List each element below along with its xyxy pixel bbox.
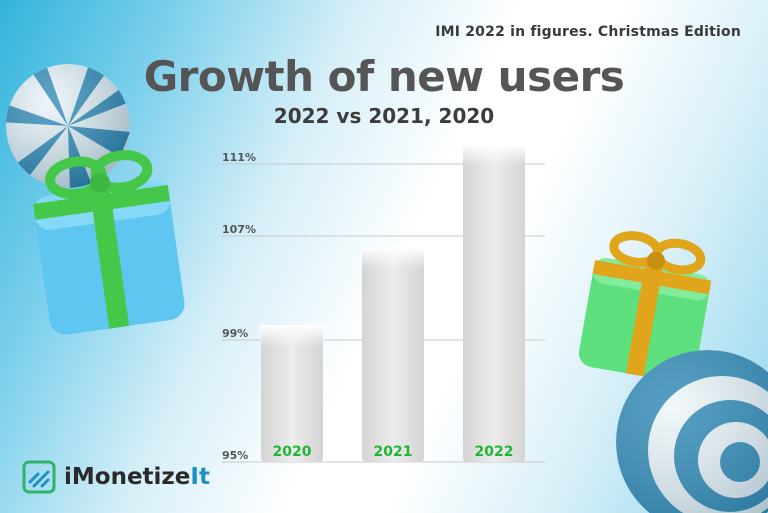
- bar-top-fade: [260, 325, 324, 347]
- bar-2020: 2020: [260, 325, 324, 462]
- y-tick-label: 95%: [222, 449, 248, 462]
- brand-logo: iMonetizeIt: [22, 460, 210, 494]
- bar-category-label: 2020: [273, 444, 312, 460]
- bar: [261, 327, 323, 462]
- brand-name: iMonetizeIt: [64, 464, 210, 490]
- bar: [362, 249, 424, 462]
- ornament-ball-icon: [616, 350, 768, 513]
- brand-name-main: iMonetize: [64, 464, 191, 490]
- bar-2022: 2022: [462, 144, 526, 462]
- bar-category-label: 2021: [374, 444, 413, 460]
- y-tick-label: 107%: [222, 223, 256, 236]
- ornament-ball-icon: [6, 64, 130, 188]
- y-tick-label: 111%: [222, 151, 256, 164]
- chart-title: Growth of new users: [143, 52, 625, 101]
- logo-icon: [22, 460, 56, 494]
- bar-top-fade: [462, 144, 526, 166]
- bar: [463, 146, 525, 462]
- bar-2021: 2021: [361, 247, 425, 462]
- chart-subtitle: 2022 vs 2021, 2020: [273, 104, 495, 128]
- bar-top-fade: [361, 247, 425, 269]
- gift-box-icon: [33, 150, 185, 335]
- supertitle: IMI 2022 in figures. Christmas Edition: [435, 24, 741, 40]
- y-tick-label: 99%: [222, 327, 248, 340]
- gift-box-icon: [578, 231, 712, 383]
- bar-category-label: 2022: [475, 444, 514, 460]
- brand-name-accent: It: [190, 464, 210, 490]
